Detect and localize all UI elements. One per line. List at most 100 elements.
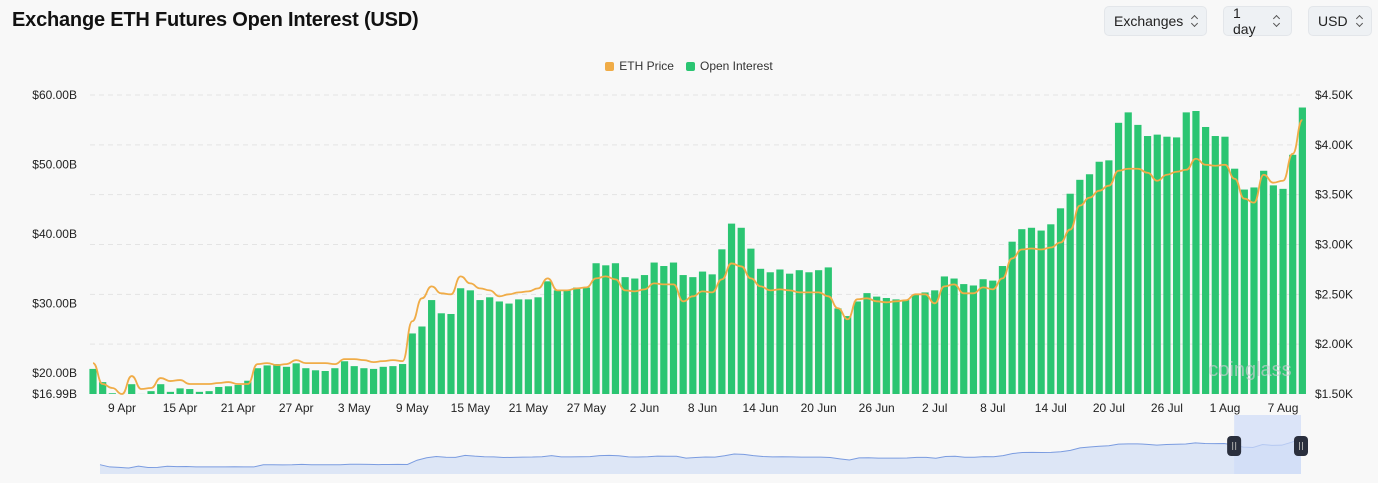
open-interest-bar bbox=[273, 364, 281, 394]
open-interest-bar bbox=[302, 368, 310, 394]
navigator-line bbox=[99, 438, 1302, 469]
x-axis-tick-label: 20 Jul bbox=[1093, 401, 1125, 415]
open-interest-bar bbox=[108, 393, 116, 394]
open-interest-bar bbox=[756, 268, 765, 394]
legend-item-eth-price[interactable]: ETH Price bbox=[605, 59, 674, 73]
open-interest-bar bbox=[834, 308, 842, 394]
open-interest-bar bbox=[457, 288, 465, 394]
navigator bbox=[99, 415, 1308, 474]
right-axis-tick-label: $2.00K bbox=[1315, 337, 1353, 351]
open-interest-bar bbox=[253, 368, 262, 394]
open-interest-bar bbox=[244, 380, 252, 394]
open-interest-bar bbox=[186, 389, 194, 394]
open-interest-bar bbox=[128, 384, 136, 394]
open-interest-bar bbox=[1250, 187, 1258, 394]
open-interest-bar bbox=[737, 227, 745, 394]
right-axis-tick-label: $3.50K bbox=[1315, 188, 1353, 202]
open-interest-bar bbox=[157, 384, 165, 394]
x-axis-tick-label: 9 May bbox=[396, 401, 429, 415]
open-interest-bar bbox=[428, 300, 436, 394]
exchanges-select[interactable]: Exchanges bbox=[1104, 6, 1207, 36]
navigator-selection[interactable] bbox=[1234, 415, 1301, 474]
open-interest-bar bbox=[360, 368, 368, 394]
open-interest-bar bbox=[1289, 154, 1297, 394]
right-axis-tick-label: $1.50K bbox=[1315, 387, 1353, 401]
x-axis-tick-label: 3 May bbox=[338, 401, 371, 415]
open-interest-bar bbox=[534, 297, 542, 394]
open-interest-bar bbox=[1027, 227, 1036, 394]
x-axis-tick-label: 27 May bbox=[567, 401, 606, 415]
open-interest-bar bbox=[89, 368, 97, 394]
open-interest-bar bbox=[1066, 193, 1074, 394]
open-interest-bar bbox=[766, 272, 774, 394]
open-interest-bar bbox=[437, 313, 445, 394]
open-interest-bar bbox=[544, 281, 552, 394]
open-interest-bar bbox=[882, 297, 890, 394]
open-interest-bar bbox=[592, 263, 600, 394]
open-interest-bar bbox=[205, 391, 213, 394]
open-interest-bar bbox=[805, 272, 813, 394]
x-axis-tick-label: 26 Jul bbox=[1151, 401, 1183, 415]
x-axis: 9 Apr 15 Apr 21 Apr 27 Apr 3 May 9 May 15 May 2… bbox=[108, 401, 1298, 415]
open-interest-bar bbox=[631, 278, 639, 394]
open-interest-bar bbox=[611, 263, 620, 394]
open-interest-bar bbox=[940, 276, 948, 394]
open-interest-bar bbox=[292, 363, 300, 394]
open-interest-bar bbox=[311, 370, 320, 394]
open-interest-bar bbox=[1153, 134, 1161, 394]
legend-label-eth-price: ETH Price bbox=[619, 59, 674, 73]
open-interest-bar bbox=[969, 285, 978, 394]
open-interest-bar bbox=[998, 266, 1007, 394]
open-interest-bar bbox=[1076, 179, 1084, 394]
open-interest-bar bbox=[1192, 110, 1200, 394]
open-interest-bar bbox=[902, 300, 910, 394]
open-interest-bar bbox=[669, 262, 678, 394]
open-interest-bar bbox=[960, 284, 968, 394]
open-interest-bar bbox=[418, 326, 426, 394]
navigator-right-handle[interactable] bbox=[1294, 436, 1308, 456]
open-interest-bar bbox=[389, 366, 397, 394]
legend-item-open-interest[interactable]: Open Interest bbox=[685, 59, 773, 73]
open-interest-bar bbox=[795, 270, 803, 394]
open-interest-bar bbox=[863, 293, 871, 394]
open-interest-bar bbox=[1202, 126, 1210, 394]
open-interest-bar bbox=[176, 388, 184, 394]
left-axis: $60.00B $50.00B $40.00B $30.00B $20.00B $16.9… bbox=[32, 88, 77, 401]
navigator-left-handle[interactable] bbox=[1227, 436, 1242, 456]
open-interest-bar bbox=[263, 365, 271, 394]
open-interest-bar bbox=[1163, 136, 1171, 394]
open-interest-bar bbox=[1008, 241, 1016, 394]
x-axis-tick-label: 7 Aug bbox=[1268, 401, 1299, 415]
coinglass-watermark: coinglass bbox=[1208, 359, 1291, 381]
x-axis-tick-label: 2 Jul bbox=[922, 401, 947, 415]
open-interest-bar bbox=[1182, 112, 1190, 395]
open-interest-bar bbox=[660, 266, 668, 394]
open-interest-bar bbox=[195, 391, 204, 394]
x-axis-tick-label: 8 Jul bbox=[980, 401, 1005, 415]
x-axis-tick-label: 15 Apr bbox=[163, 401, 198, 415]
open-interest-bar bbox=[99, 382, 107, 394]
currency-select[interactable]: USD bbox=[1308, 6, 1372, 36]
open-interest-bar bbox=[1114, 122, 1123, 394]
open-interest-bar bbox=[718, 249, 726, 394]
open-interest-bar bbox=[1211, 136, 1219, 394]
open-interest-bar bbox=[844, 316, 852, 394]
open-interest-bar bbox=[747, 248, 755, 394]
open-interest-bar bbox=[495, 301, 503, 394]
open-interest-bar bbox=[563, 290, 571, 394]
open-interest-bar bbox=[379, 366, 387, 394]
open-interest-bar bbox=[698, 271, 707, 394]
open-interest-bar bbox=[776, 269, 784, 394]
open-interest-bar bbox=[1240, 189, 1248, 394]
open-interest-bar bbox=[466, 290, 474, 394]
open-interest-bar bbox=[1173, 137, 1181, 394]
left-axis-tick-label: $40.00B bbox=[32, 227, 77, 241]
x-axis-tick-label: 14 Jun bbox=[743, 401, 779, 415]
open-interest-bar bbox=[524, 299, 532, 394]
open-interest-bar bbox=[1298, 107, 1306, 394]
interval-select[interactable]: 1 day bbox=[1223, 5, 1292, 37]
legend-swatch-open-interest bbox=[685, 61, 695, 71]
open-interest-bar bbox=[989, 280, 997, 394]
legend-swatch-eth-price bbox=[605, 61, 615, 71]
